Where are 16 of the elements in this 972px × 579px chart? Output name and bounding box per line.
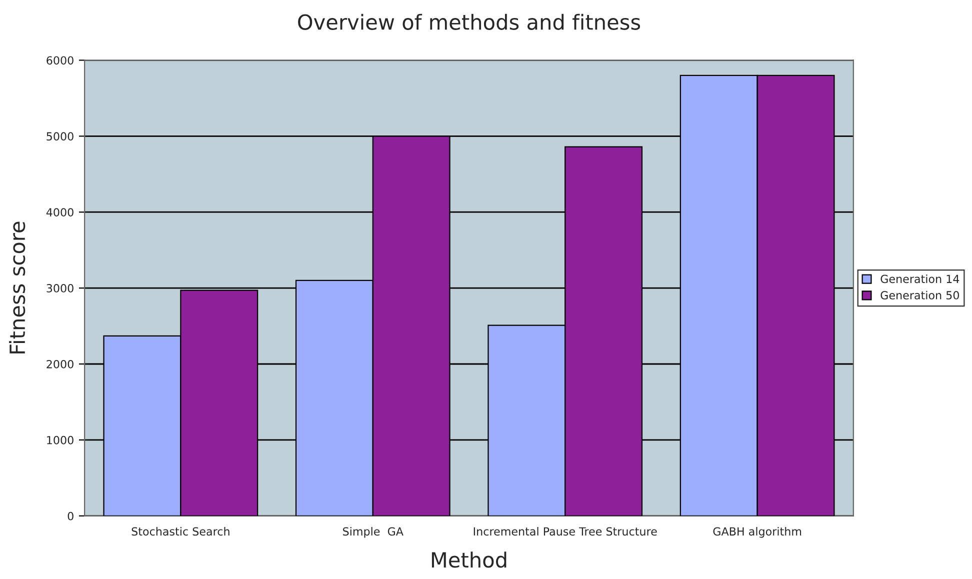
y-tick-label: 3000 xyxy=(46,284,74,292)
legend-label: Generation 50 xyxy=(880,290,959,300)
x-tick-label: Simple GA xyxy=(343,527,404,538)
y-tick-label: 4000 xyxy=(46,208,74,216)
y-tick-label: 1000 xyxy=(47,436,74,444)
y-tick-label: 6000 xyxy=(46,56,74,65)
chart-title: Overview of methods and fitness xyxy=(298,14,640,30)
x-axis-title: Method xyxy=(432,552,506,568)
x-tick-label: Incremental Pause Tree Structure xyxy=(474,527,657,536)
y-axis-title: Fitness score xyxy=(9,222,26,354)
y-tick-label: 5000 xyxy=(46,132,74,141)
x-tick-label: Stochastic Search xyxy=(132,527,230,536)
y-tick-label: 0 xyxy=(68,512,74,520)
y-tick-label: 2000 xyxy=(46,360,74,368)
x-tick-label: GABH algorithm xyxy=(713,527,802,538)
legend-label: Generation 14 xyxy=(880,274,960,284)
